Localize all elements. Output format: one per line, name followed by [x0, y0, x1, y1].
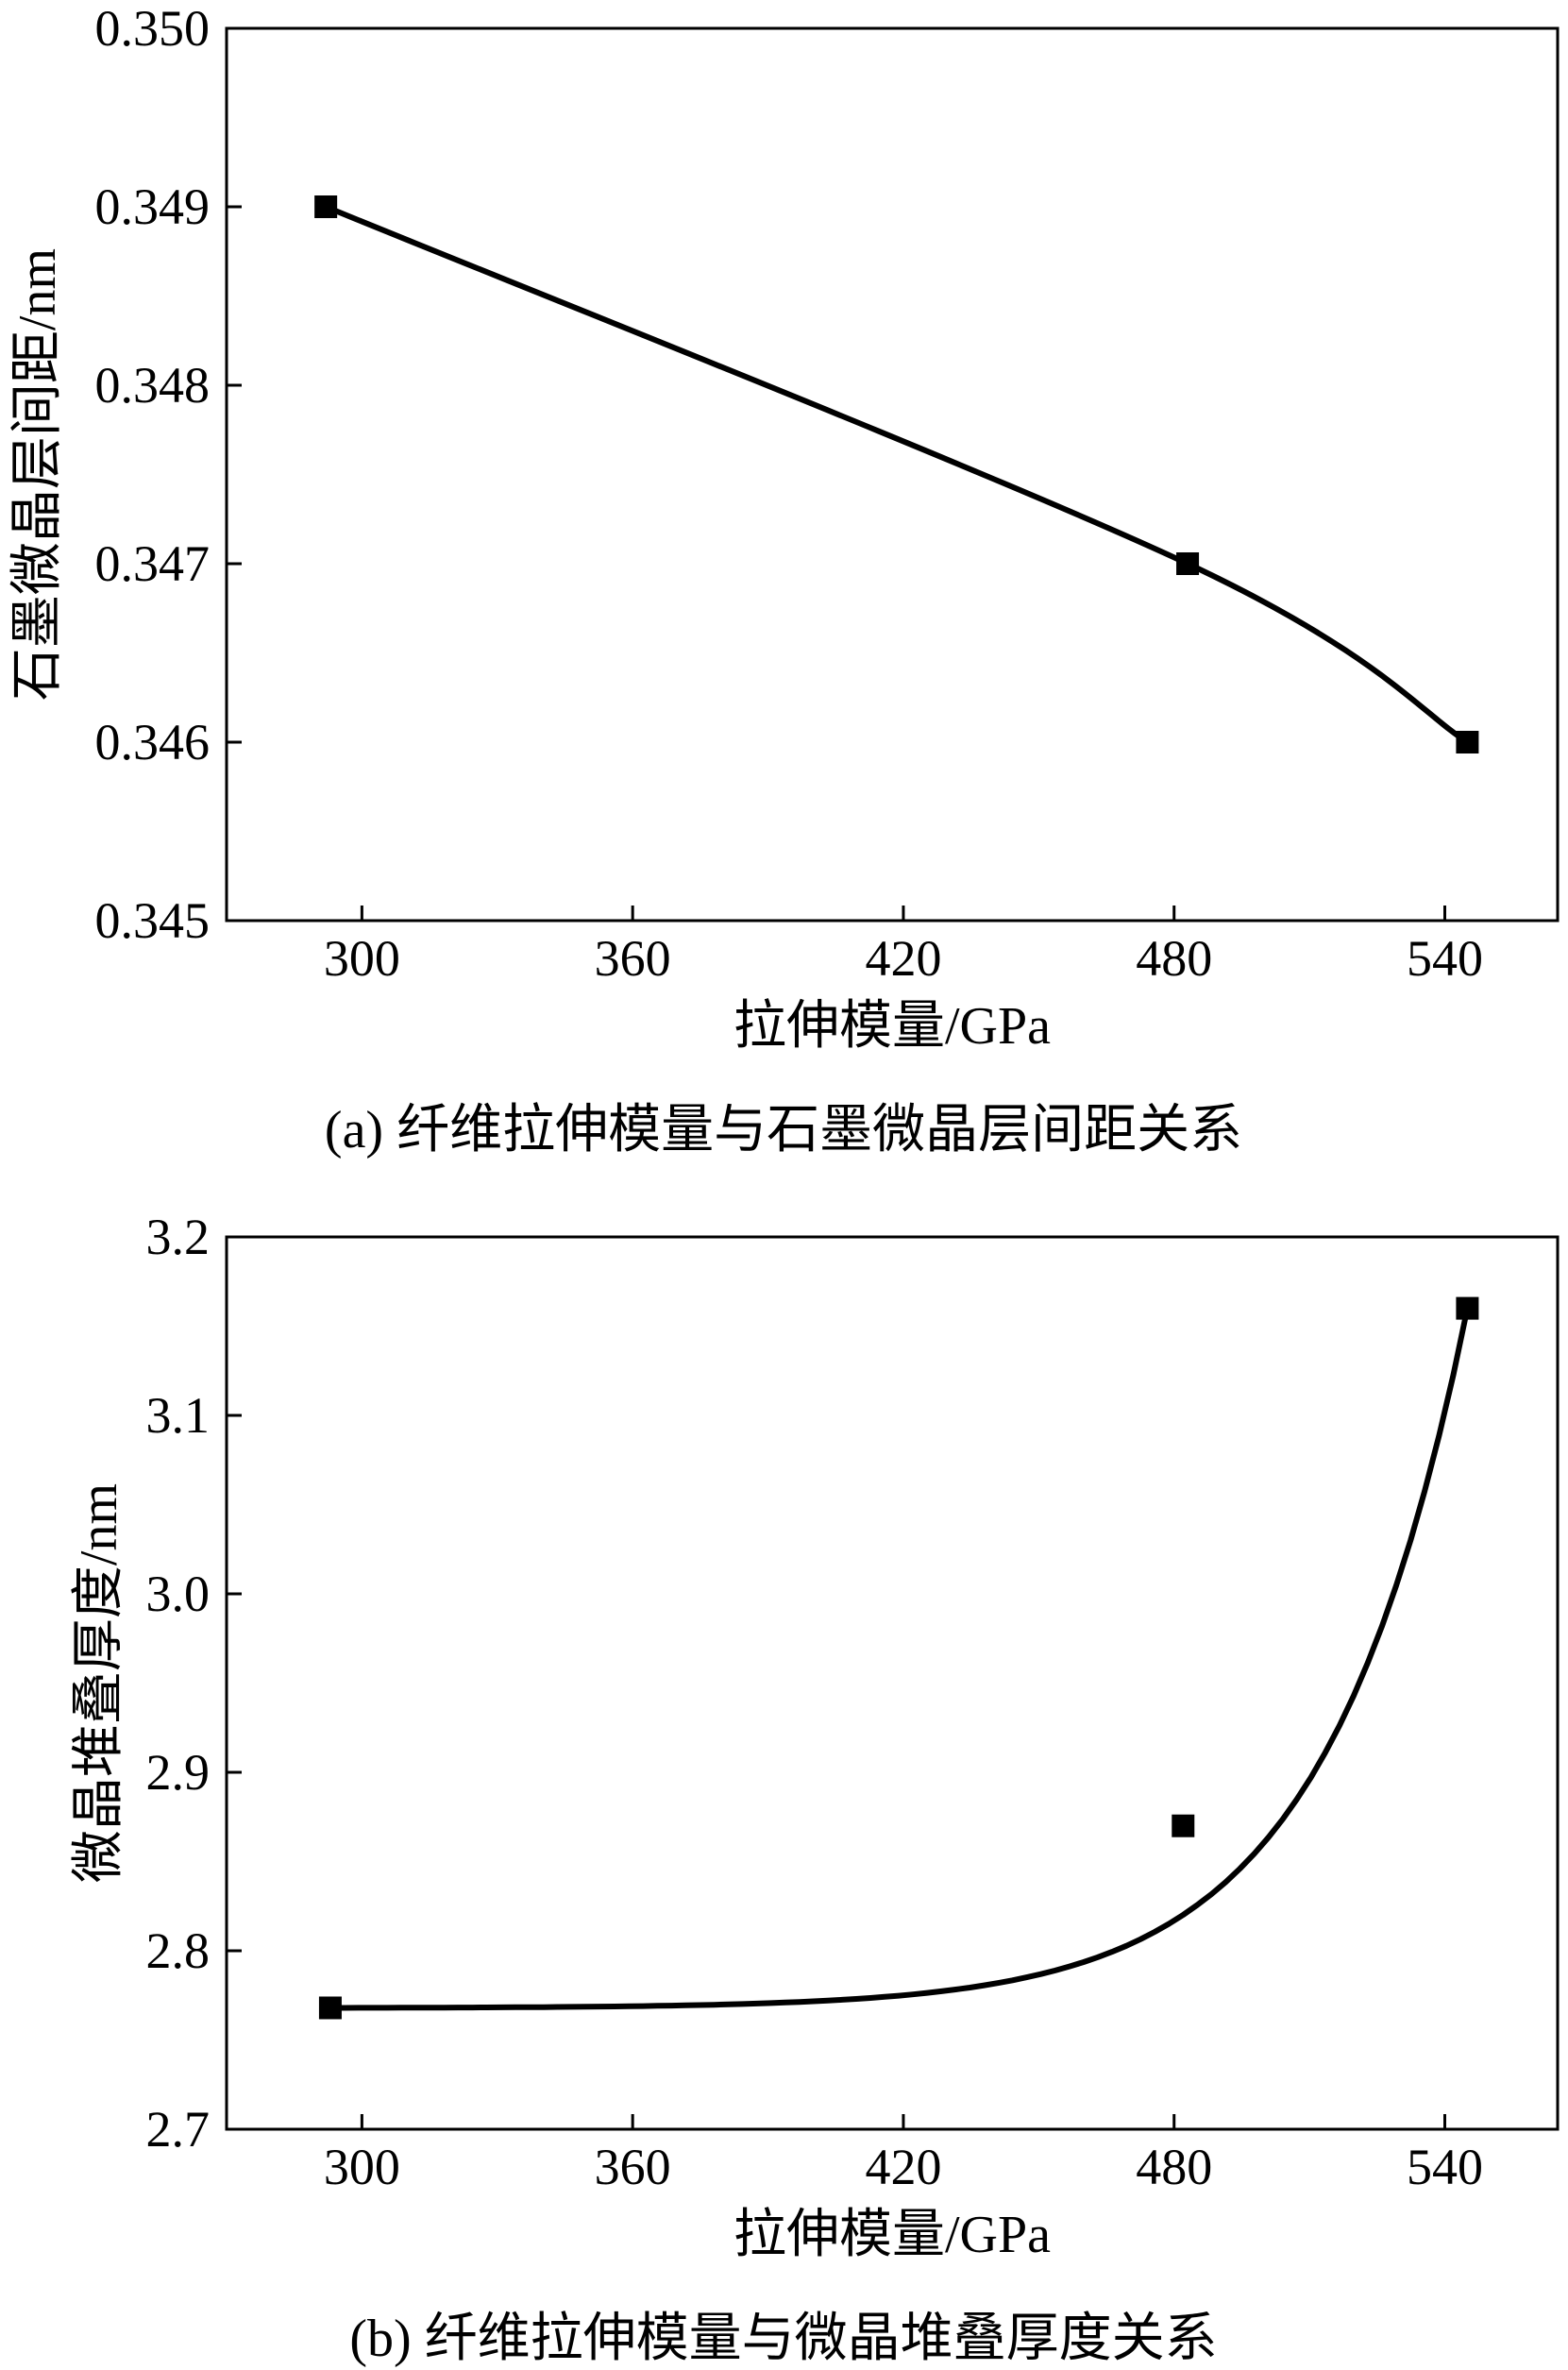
y-axis-label-a: 石墨微晶层间距/nm: [8, 248, 67, 701]
chart-a: 拉伸模量/GPa 石墨微晶层间距/nm (a) 纤维拉伸模量与石墨微晶层间距关系…: [8, 0, 1560, 1160]
y-tick-label-b: 2.8: [146, 1922, 211, 1979]
y-tick-label-a: 0.346: [95, 714, 211, 770]
x-tick-label-b: 480: [1136, 2139, 1212, 2195]
chart-b: 拉伸模量/GPa 微晶堆叠厚度/nm (b) 纤维拉伸模量与微晶堆叠厚度关系 3…: [70, 1209, 1560, 2368]
y-tick-label-a: 0.349: [95, 178, 211, 235]
y-axis-label-b: 微晶堆叠厚度/nm: [70, 1483, 128, 1883]
x-tick-label-a: 360: [595, 930, 671, 987]
y-tick-label-a: 0.347: [95, 535, 211, 592]
chart-caption-a: (a) 纤维拉伸模量与石墨微晶层间距关系: [325, 1101, 1242, 1160]
x-tick-label-a: 300: [324, 930, 400, 987]
data-point-a: [1456, 731, 1479, 753]
data-point-b: [318, 1996, 342, 2020]
y-tick-label-a: 0.348: [95, 357, 211, 414]
y-tick-label-a: 0.345: [95, 892, 211, 949]
fit-curve-a: [323, 204, 1471, 745]
x-tick-label-b: 300: [324, 2139, 400, 2195]
x-tick-label-b: 420: [865, 2139, 941, 2195]
chart-caption-b: (b) 纤维拉伸模量与微晶堆叠厚度关系: [349, 2310, 1217, 2368]
x-tick-label-b: 540: [1407, 2139, 1483, 2195]
x-tick-label-b: 360: [595, 2139, 671, 2195]
y-tick-label-b: 3.0: [146, 1566, 211, 1622]
x-tick-label-a: 480: [1136, 930, 1212, 987]
x-axis-label-a: 拉伸模量/GPa: [733, 997, 1051, 1056]
plot-frame-a: [225, 26, 1560, 923]
fit-curve-b: [327, 1305, 1471, 2011]
y-tick-label-b: 3.1: [146, 1387, 211, 1444]
data-point-a: [1176, 552, 1200, 575]
y-tick-label-b: 3.2: [146, 1209, 211, 1265]
y-tick-label-b: 2.9: [146, 1744, 211, 1801]
data-point-a: [314, 195, 338, 218]
data-point-b: [1172, 1814, 1195, 1837]
y-tick-label-a: 0.350: [95, 0, 211, 57]
x-axis-label-b: 拉伸模量/GPa: [733, 2206, 1051, 2264]
plot-frame-b: [225, 1235, 1560, 2131]
x-tick-label-a: 540: [1407, 930, 1483, 987]
y-tick-label-b: 2.7: [146, 2101, 211, 2158]
data-point-b: [1456, 1296, 1479, 1320]
x-tick-label-a: 420: [865, 930, 941, 987]
